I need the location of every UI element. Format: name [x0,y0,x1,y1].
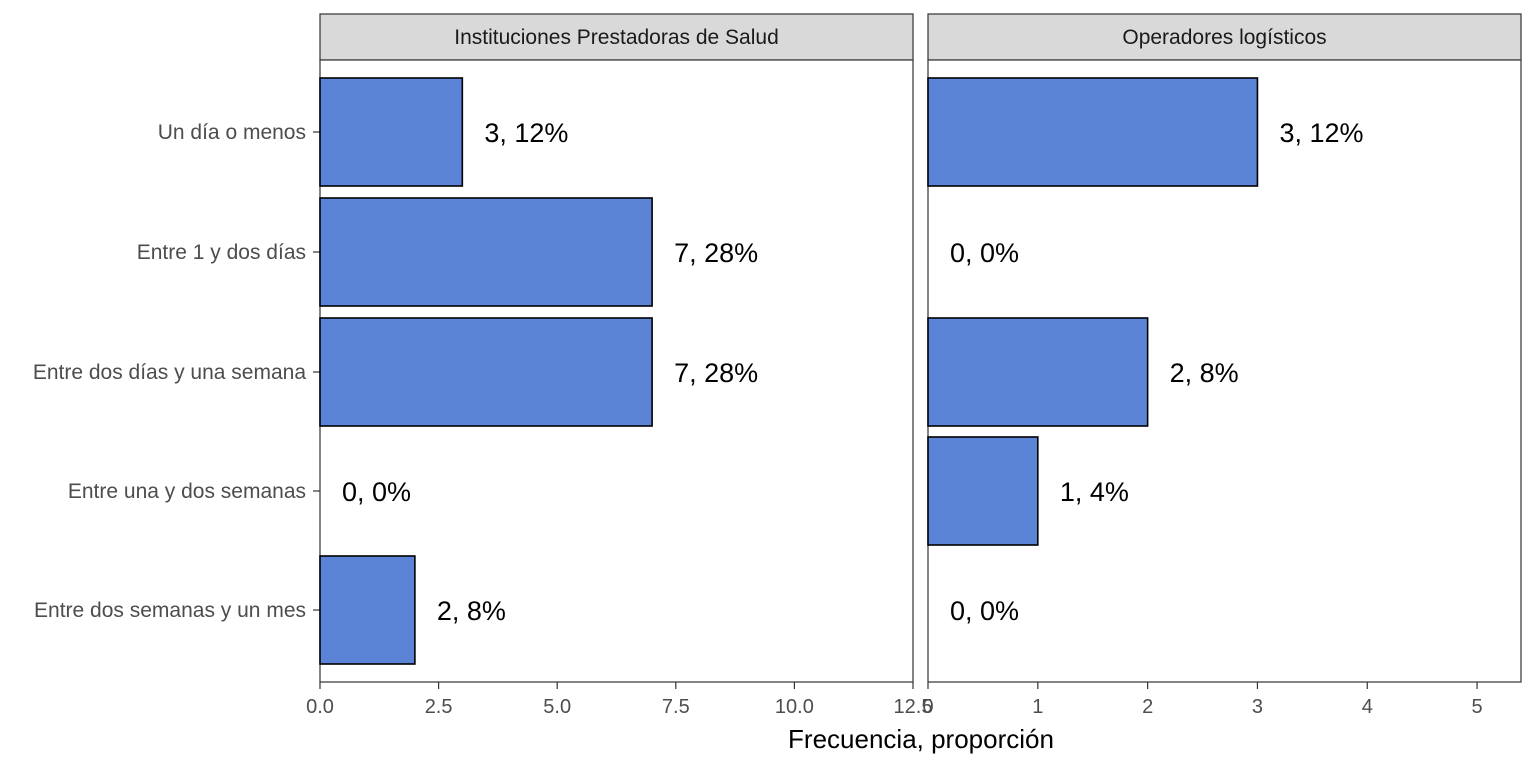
panel-title: Operadores logísticos [1122,26,1326,49]
x-tick-label: 2.5 [425,696,453,718]
bar [319,197,653,307]
bar [319,317,653,427]
x-tick-label: 5 [1472,696,1483,718]
x-tick-label: 1 [1032,696,1043,718]
panel-2: Operadores logísticos 3, 12% 0, 0% 2, 8% 1, … [922,13,1522,718]
x-axis-title: Frecuencia, proporción [788,724,1054,754]
x-tick-label: 2 [1142,696,1153,718]
data-label: 0, 0% [950,596,1019,626]
data-label: 0, 0% [342,477,411,507]
bar [927,77,1259,187]
category-label: Entre una y dos semanas [68,480,306,503]
bar [927,436,1039,546]
data-label: 2, 8% [1170,358,1239,388]
bar [319,555,416,665]
x-tick-label: 7.5 [662,696,690,718]
data-label: 0, 0% [950,238,1019,268]
category-label: Entre dos semanas y un mes [34,599,306,622]
x-tick-label: 3 [1252,696,1263,718]
x-tick-label: 12.5 [894,696,933,718]
category-label: Entre 1 y dos días [137,241,306,264]
x-tick-label: 4 [1362,696,1373,718]
panel-title: Instituciones Prestadoras de Salud [454,26,779,49]
data-label: 7, 28% [674,238,758,268]
category-labels: Un día o menos Entre 1 y dos días Entre do… [33,121,320,622]
panel-strip [319,13,914,61]
category-label: Entre dos días y una semana [33,361,306,384]
x-tick-label: 10.0 [775,696,814,718]
x-tick-label: 0 [922,696,933,718]
data-label: 3, 12% [484,118,568,148]
data-label: 3, 12% [1279,118,1363,148]
data-label: 2, 8% [437,596,506,626]
x-tick-label: 5.0 [543,696,571,718]
data-label: 7, 28% [674,358,758,388]
category-label: Un día o menos [158,121,306,144]
bar [319,77,464,187]
x-tick-label: 0.0 [306,696,334,718]
bar [927,317,1149,427]
panel-1: Instituciones Prestadoras de Salud 3, 12%… [306,13,933,718]
data-label: 1, 4% [1060,477,1129,507]
panel-strip [927,13,1522,61]
